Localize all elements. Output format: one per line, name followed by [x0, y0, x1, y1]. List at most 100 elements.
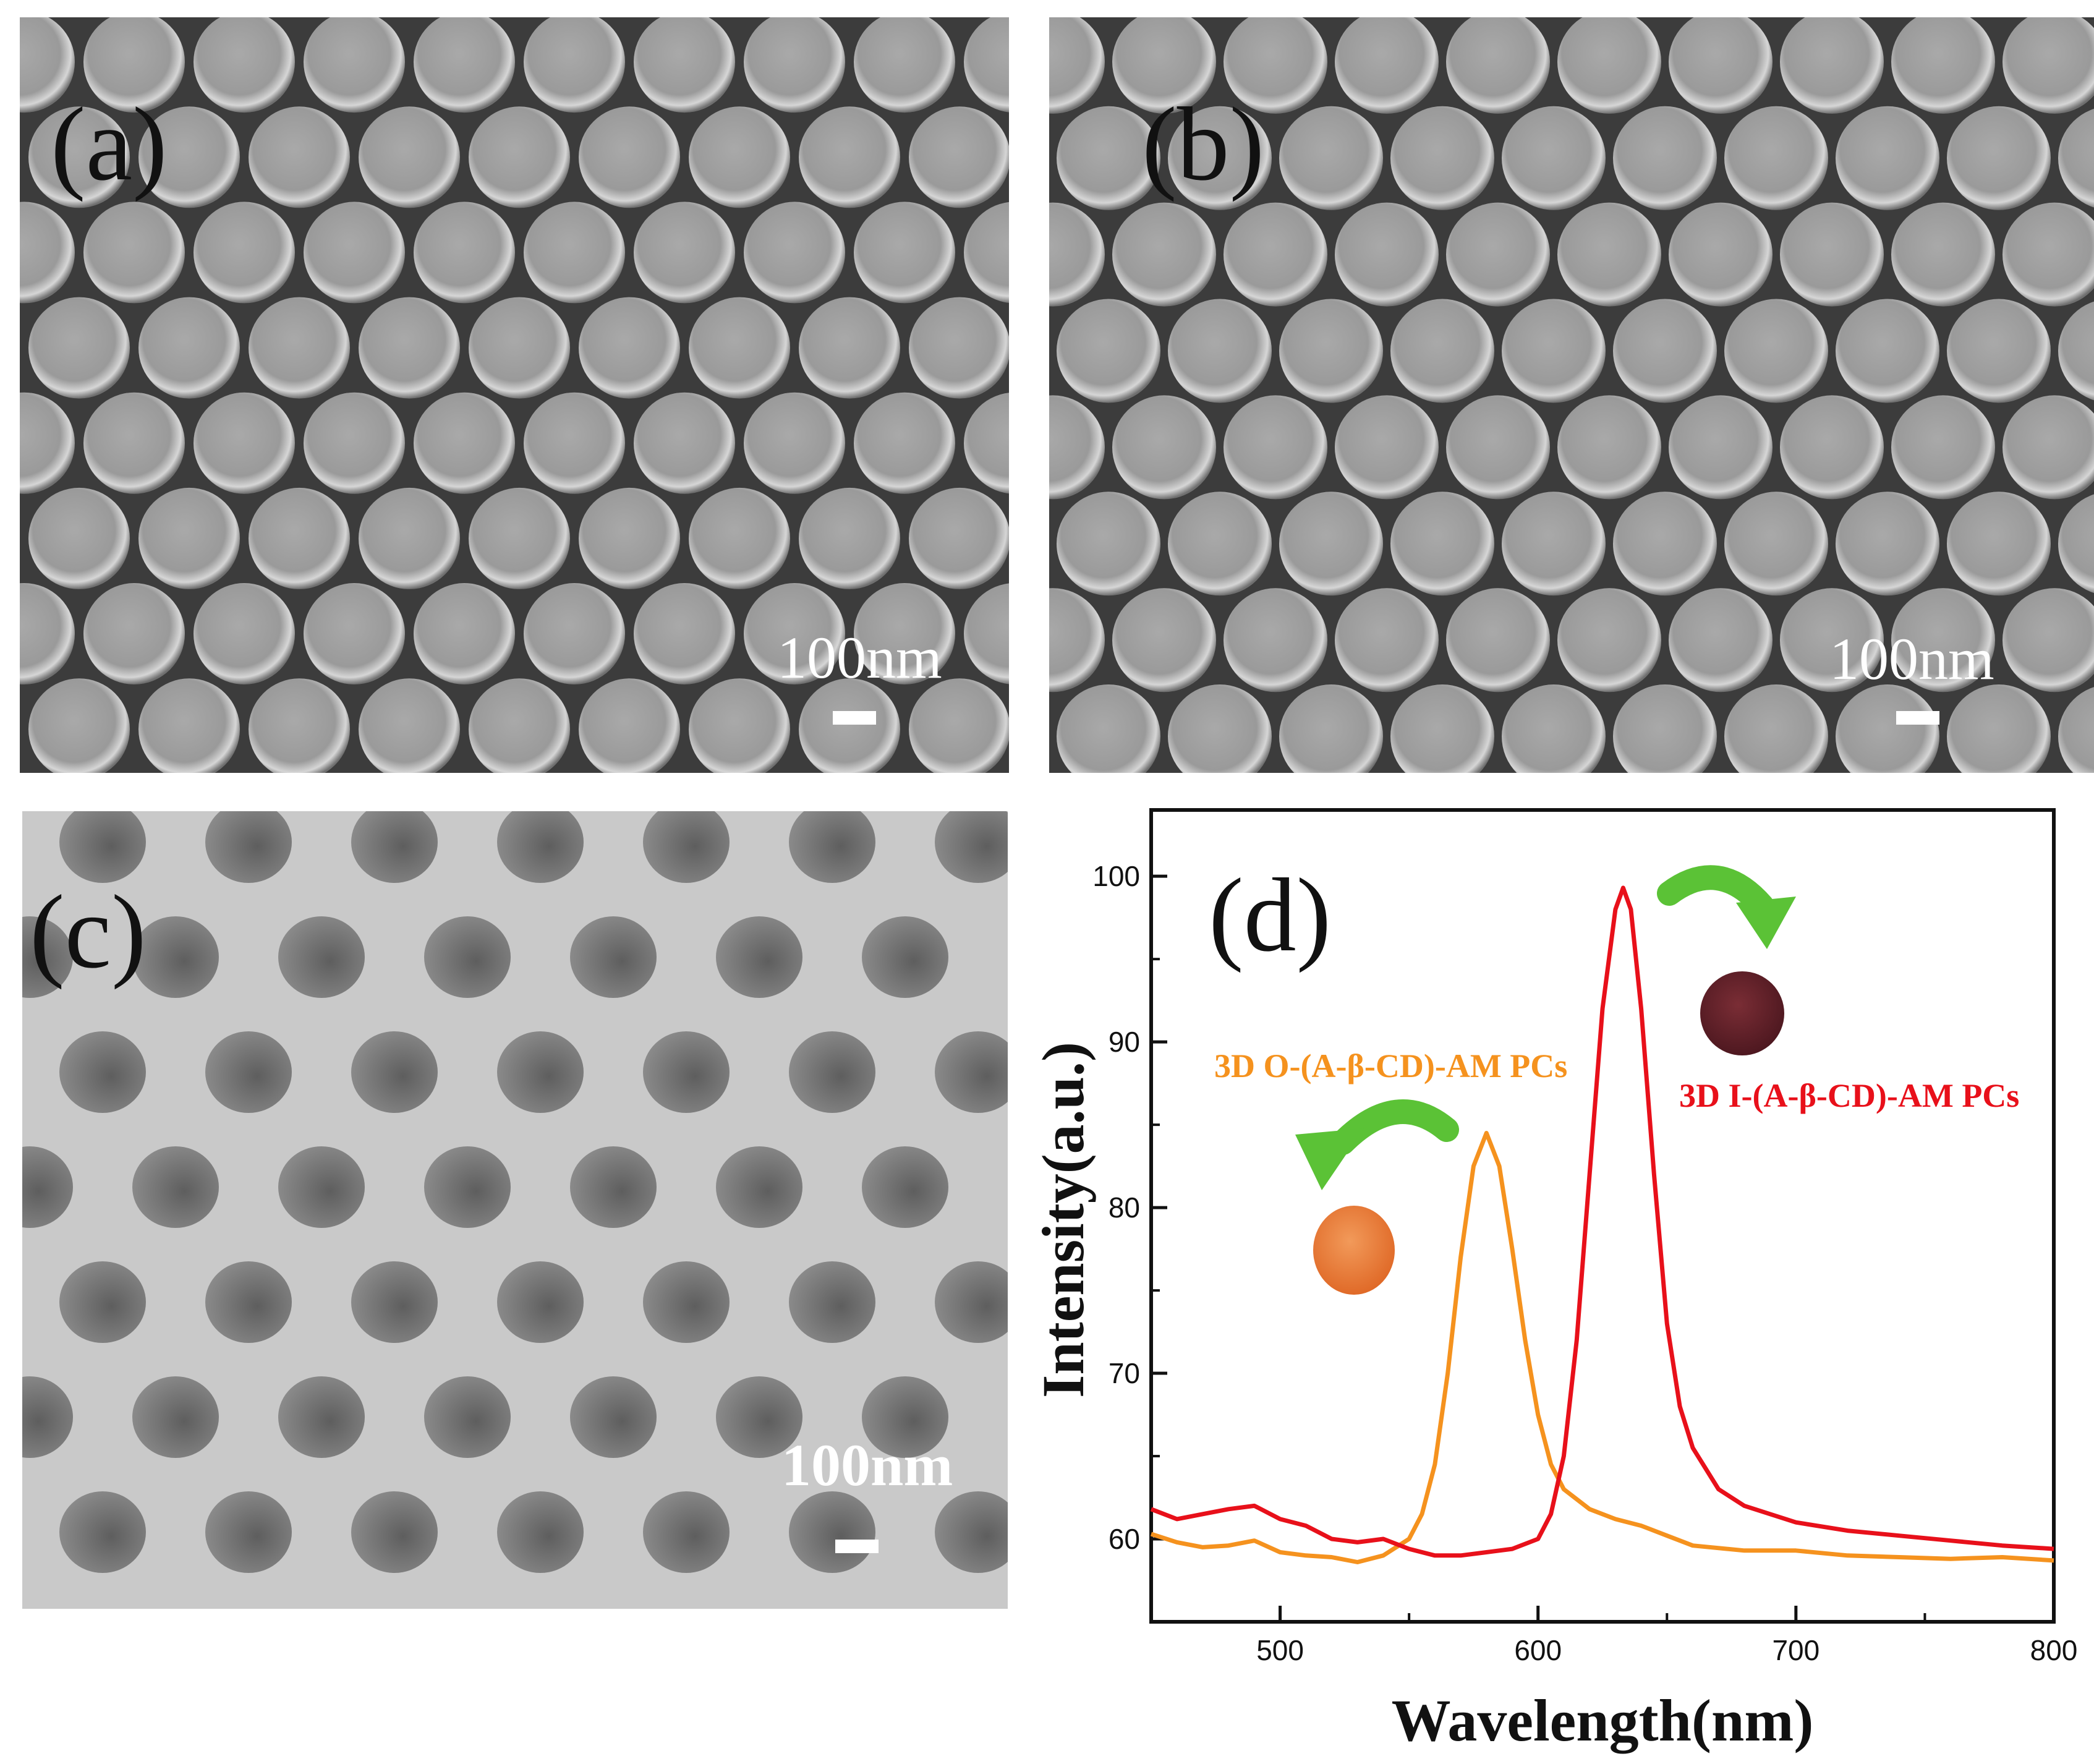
sem-pore — [351, 1261, 438, 1343]
sem-sphere — [524, 17, 625, 113]
sem-sphere — [304, 392, 405, 494]
sem-sphere — [138, 487, 240, 589]
sem-sphere — [1724, 492, 1828, 596]
sem-pore — [862, 1146, 948, 1228]
panel-label-d: (d) — [1209, 857, 1332, 973]
sem-sphere — [1390, 684, 1494, 773]
sem-sphere — [799, 106, 900, 208]
sem-sphere — [744, 392, 845, 494]
panel-label-c: (c) — [30, 874, 147, 990]
sem-sphere — [2058, 494, 2094, 594]
sem-sphere — [1780, 202, 1884, 307]
sem-sphere — [2058, 108, 2094, 208]
sem-sphere — [20, 17, 75, 113]
sem-pore — [570, 916, 657, 998]
sem-image-a: (a) 100nm — [20, 17, 1009, 773]
sem-sphere — [744, 17, 845, 113]
sem-pore — [59, 1491, 146, 1573]
sem-sphere — [964, 393, 1009, 494]
sem-sphere — [634, 17, 735, 113]
sem-sphere — [1613, 299, 1717, 403]
sem-sphere — [1224, 395, 1327, 500]
sem-sphere — [854, 17, 955, 113]
sem-sphere — [854, 202, 955, 304]
sem-pore — [424, 1146, 511, 1228]
sem-sphere — [2002, 17, 2094, 114]
sem-sphere — [414, 17, 515, 113]
sem-pore — [643, 1261, 730, 1343]
sem-sphere — [1780, 17, 1884, 114]
sem-sphere — [20, 392, 75, 494]
sem-sphere — [1724, 684, 1828, 773]
spectra-chart: 500 600 700 800 60 70 80 90 100 Wavelength(nm) … — [1014, 798, 2094, 1764]
sem-sphere — [1446, 17, 1550, 114]
sem-sphere — [304, 583, 405, 684]
sem-image-b: (b) 100nm — [1049, 17, 2094, 773]
scale-bar-a — [833, 711, 876, 725]
sem-sphere — [2058, 301, 2094, 401]
sem-sphere — [1891, 588, 1995, 692]
sem-sphere — [1446, 588, 1550, 692]
sem-sphere — [1669, 202, 1773, 307]
sem-sphere — [524, 202, 625, 304]
sem-sphere — [524, 583, 625, 684]
sem-sphere — [1335, 395, 1439, 500]
sem-sphere — [964, 583, 1009, 684]
y-axis-label: Intensity(a.u.) — [1030, 1042, 1096, 1398]
sem-sphere — [744, 202, 845, 304]
sem-sphere — [28, 487, 130, 589]
sem-pore — [935, 811, 1008, 883]
sem-pore — [643, 1031, 730, 1113]
sem-sphere — [799, 678, 900, 773]
sem-sphere — [138, 297, 240, 399]
sem-pore — [570, 1376, 657, 1458]
sem-pore — [278, 916, 365, 998]
sem-sphere — [83, 583, 185, 684]
sem-sphere — [20, 202, 75, 304]
sem-sphere — [1613, 106, 1717, 210]
sem-sphere — [909, 678, 1009, 773]
green-arrowhead-icon-right — [1736, 897, 1796, 949]
sem-sphere — [28, 297, 130, 399]
sem-pore — [497, 1031, 584, 1113]
sem-pore — [497, 1491, 584, 1573]
sem-sphere — [1502, 299, 1606, 403]
sem-sphere — [634, 202, 735, 304]
sem-sphere — [799, 297, 900, 399]
sem-pore — [59, 1031, 146, 1113]
x-tick-label: 600 — [1514, 1634, 1562, 1666]
sem-sphere — [1780, 588, 1884, 692]
sem-sphere — [414, 583, 515, 684]
sem-sphere — [1168, 684, 1272, 773]
sem-pore — [862, 1376, 948, 1458]
sem-sphere — [1502, 106, 1606, 210]
sem-sphere — [1168, 106, 1272, 210]
sem-sphere — [249, 297, 350, 399]
sem-sphere — [1446, 395, 1550, 500]
sem-sphere — [1112, 17, 1216, 114]
scale-bar-c — [835, 1540, 879, 1553]
sem-sphere — [2058, 687, 2094, 773]
sem-sphere — [1057, 684, 1160, 773]
sem-pores-c — [22, 811, 1008, 1609]
sem-sphere — [1335, 202, 1439, 307]
sem-sphere — [524, 392, 625, 494]
sem-pore — [935, 1261, 1008, 1343]
sem-sphere — [1224, 17, 1327, 114]
panel-label-b: (b) — [1142, 86, 1265, 202]
plot-frame — [1149, 808, 2056, 1624]
sem-sphere — [1669, 588, 1773, 692]
sem-pore — [205, 1261, 292, 1343]
sem-pore — [132, 1376, 219, 1458]
sem-sphere — [1112, 202, 1216, 307]
sem-pore — [205, 1031, 292, 1113]
sem-sphere — [1224, 202, 1327, 307]
sem-sphere — [1557, 202, 1661, 307]
sem-sphere — [359, 106, 460, 208]
sem-sphere — [414, 392, 515, 494]
sem-pore — [132, 916, 219, 998]
sem-sphere — [1947, 492, 2051, 596]
sem-pore — [22, 916, 73, 998]
sem-pore — [789, 1261, 875, 1343]
sem-pore — [716, 1376, 802, 1458]
